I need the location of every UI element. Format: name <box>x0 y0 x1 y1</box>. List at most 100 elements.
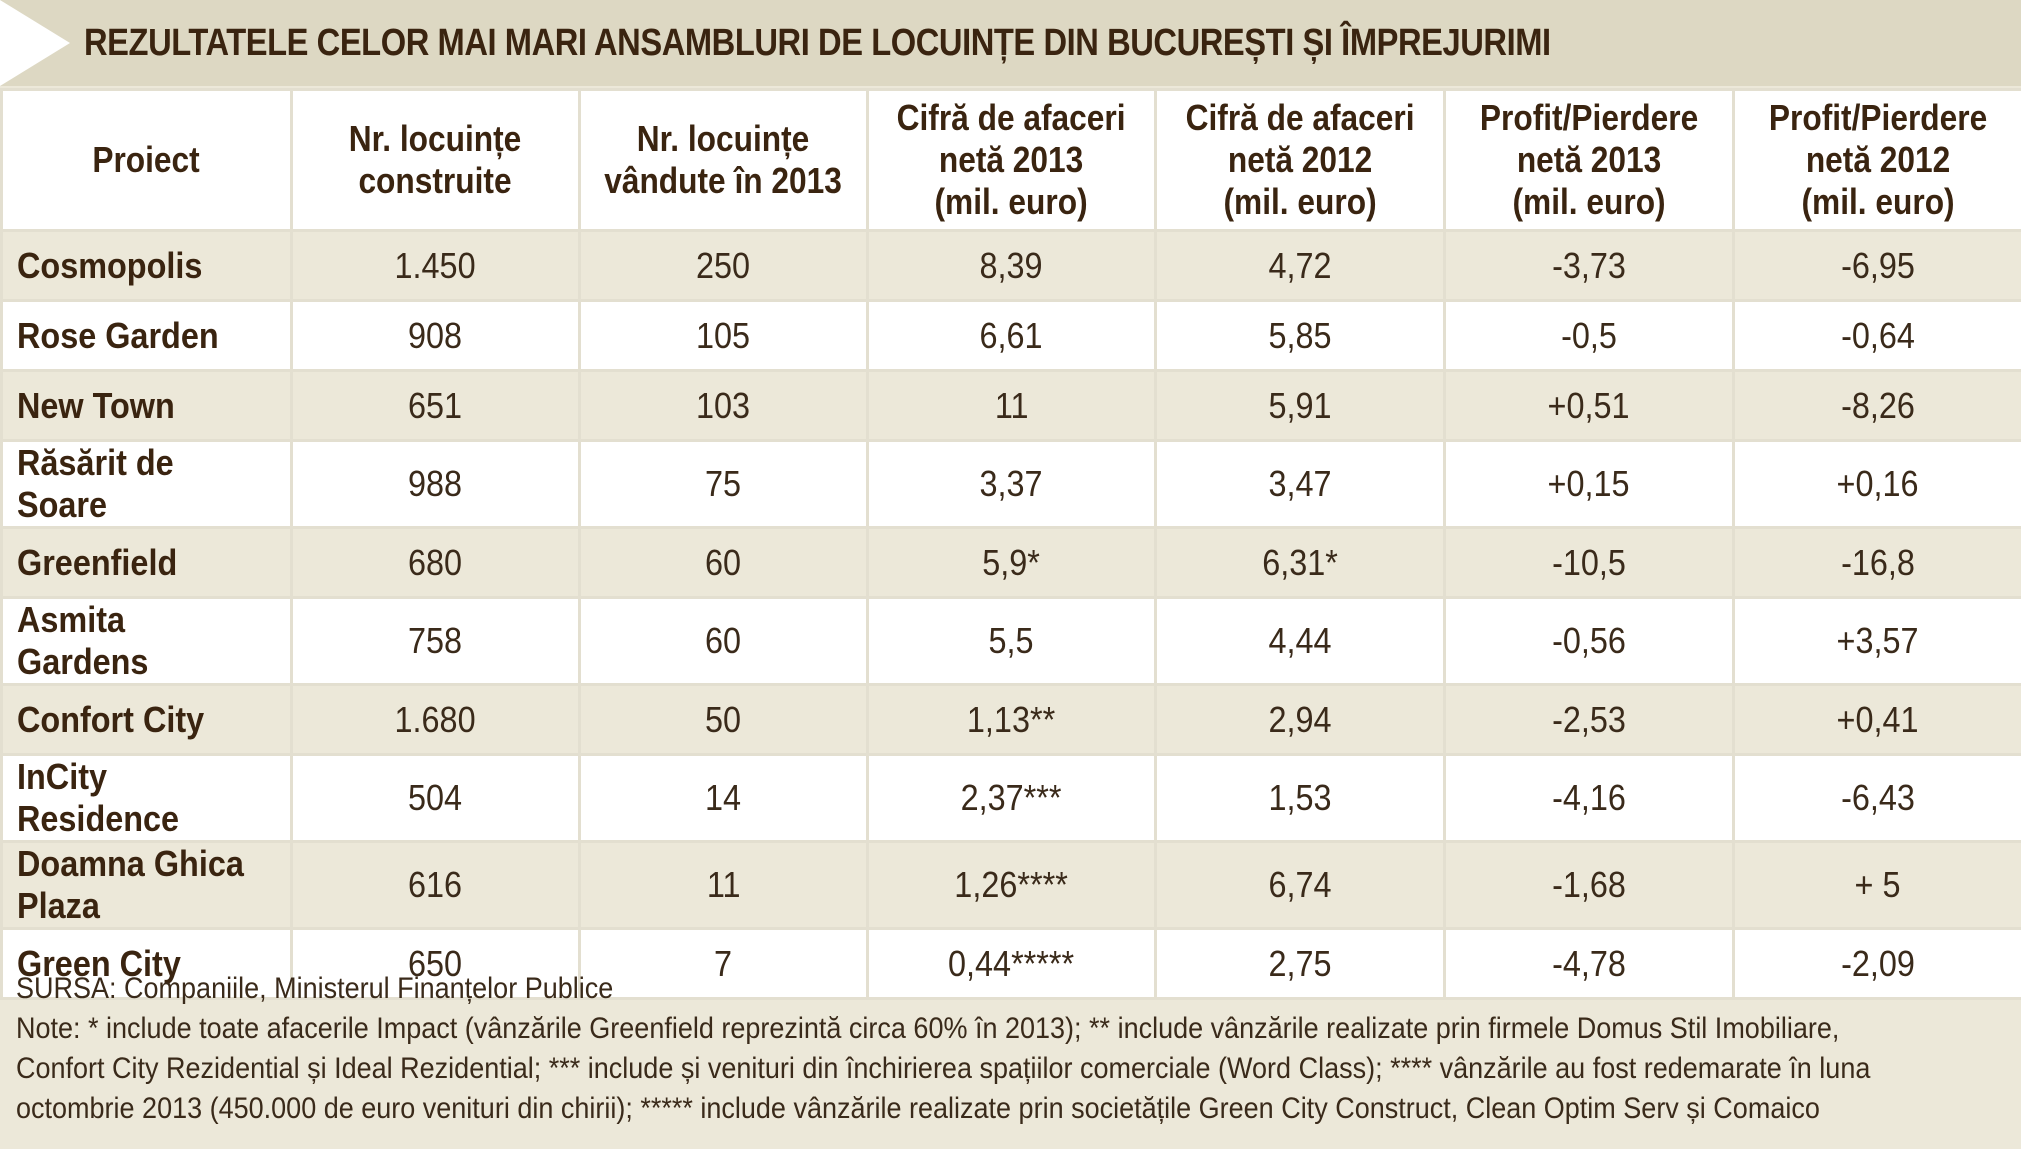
cell-value: 7 <box>714 942 733 984</box>
column-header-label: Nr. locuințe vândute în 2013 <box>605 118 843 202</box>
footer: SURSA: Companiile, Ministerul Finanțelor… <box>16 969 2006 1129</box>
cell-value: 1,53 <box>1268 777 1332 818</box>
cell-value: 2,94 <box>1268 698 1332 740</box>
cell-value: 2,75 <box>1268 942 1332 984</box>
value-cell: 650 <box>290 927 581 1000</box>
column-header-line: Cifră de afaceri <box>1185 97 1415 138</box>
column-header-line: netă 2013 <box>939 139 1084 180</box>
column-header-line: Profit/Pierdere <box>1768 97 1988 138</box>
column-header-label: Cifră de afaceri netă 2013 (mil. euro) <box>897 97 1126 223</box>
cell-value: 75 <box>705 463 742 504</box>
cell-value: -2,53 <box>1552 698 1626 740</box>
value-cell: -4,16 <box>1443 753 1735 843</box>
cell-value: 5,9* <box>982 541 1041 583</box>
column-header-line: Profit/Pierdere <box>1479 97 1699 138</box>
column-header-line: Cifră de afaceri <box>897 97 1126 138</box>
cell-value: 60 <box>705 541 742 583</box>
project-name: Răsărit de Soare <box>17 442 174 525</box>
cell-value: 3,47 <box>1268 463 1332 504</box>
project-name: Greenfield <box>17 541 178 583</box>
value-cell: -1,68 <box>1443 840 1735 930</box>
project-name: Asmita Gardens <box>17 599 149 682</box>
value-cell: -3,73 <box>1443 229 1735 302</box>
value-cell: 908 <box>290 299 581 372</box>
cell-value: 50 <box>705 698 742 740</box>
cell-value: +0,51 <box>1548 384 1630 426</box>
cell-value: -8,26 <box>1841 384 1915 426</box>
cell-value: 5,5 <box>988 620 1035 661</box>
value-cell: 5,9* <box>866 526 1157 599</box>
cell-value: 2,37*** <box>961 777 1062 818</box>
value-cell: -4,78 <box>1443 927 1735 1000</box>
cell-value: 1,13** <box>967 698 1056 740</box>
column-header-line: netă 2012 <box>1805 139 1951 180</box>
cell-value: 103 <box>696 384 751 426</box>
cell-value: 5,91 <box>1268 384 1332 426</box>
value-cell: 14 <box>578 753 869 843</box>
value-cell: 60 <box>578 596 869 686</box>
value-cell: 7 <box>578 927 869 1000</box>
cell-value: 616 <box>408 864 463 905</box>
project-name: New Town <box>17 384 175 426</box>
column-header-label: Nr. locuințe construite <box>349 118 522 202</box>
cell-value: 6,61 <box>979 314 1044 356</box>
value-cell: 11 <box>578 840 869 930</box>
value-cell: 504 <box>290 753 581 843</box>
value-cell: + 5 <box>1732 840 2021 930</box>
cell-value: -0,56 <box>1552 620 1626 661</box>
cell-value: 6,74 <box>1268 864 1332 905</box>
cell-value: + 5 <box>1855 864 1901 905</box>
value-cell: 1,53 <box>1154 753 1446 843</box>
value-cell: 4,44 <box>1154 596 1446 686</box>
page-title: REZULTATELE CELOR MAI MARI ANSAMBLURI DE… <box>84 22 1551 64</box>
cell-value: 0,44***** <box>948 942 1075 984</box>
cell-value: 6,31* <box>1262 541 1338 583</box>
value-cell: 988 <box>290 439 581 529</box>
project-name-cell: Doamna Ghica Plaza <box>0 840 293 930</box>
project-name-cell: Asmita Gardens <box>0 596 293 686</box>
value-cell: 1.450 <box>290 229 581 302</box>
cell-value: 105 <box>696 314 751 356</box>
column-header-3: Cifră de afaceri netă 2013 (mil. euro) <box>866 88 1157 232</box>
value-cell: 75 <box>578 439 869 529</box>
cell-value: +3,57 <box>1837 620 1919 661</box>
project-name: Rose Garden <box>17 314 219 356</box>
column-header-line: Nr. locuințe <box>637 118 810 159</box>
value-cell: 50 <box>578 683 869 756</box>
cell-value: 3,37 <box>979 463 1044 504</box>
cell-value: 651 <box>408 384 463 426</box>
value-cell: -6,95 <box>1732 229 2021 302</box>
column-header-line: netă 2012 <box>1227 139 1373 180</box>
column-header-label: Proiect <box>93 139 200 181</box>
value-cell: 5,85 <box>1154 299 1446 372</box>
note-line-3: octombrie 2013 (450.000 de euro venituri… <box>16 1092 1820 1125</box>
value-cell: 11 <box>866 369 1157 442</box>
cell-value: +0,41 <box>1837 698 1919 740</box>
cell-value: 14 <box>705 777 742 818</box>
cell-value: -0,64 <box>1841 314 1915 356</box>
results-table: Proiect Nr. locuințe construite Nr. locuinț… <box>0 88 2021 1000</box>
cell-value: 60 <box>705 620 742 661</box>
project-name: Confort City <box>17 698 205 740</box>
cell-value: 11 <box>706 864 741 905</box>
column-header-line: vândute în 2013 <box>604 160 843 201</box>
table-row: Greenfield 680 60 5,9* 6,31* -10,5 -16,8 <box>0 526 2021 599</box>
column-header-line: netă 2013 <box>1516 139 1662 180</box>
value-cell: -0,64 <box>1732 299 2021 372</box>
value-cell: 2,75 <box>1154 927 1446 1000</box>
table-row: Confort City 1.680 50 1,13** 2,94 -2,53 +0,41 <box>0 683 2021 756</box>
value-cell: +0,15 <box>1443 439 1735 529</box>
cell-value: 758 <box>408 620 463 661</box>
cell-value: 504 <box>408 777 463 818</box>
table-row: New Town 651 103 11 5,91 +0,51 -8,26 <box>0 369 2021 442</box>
value-cell: 0,44***** <box>866 927 1157 1000</box>
value-cell: 3,37 <box>866 439 1157 529</box>
table-row: Doamna Ghica Plaza 616 11 1,26**** 6,74 -1,68… <box>0 840 2021 930</box>
column-header-2: Nr. locuințe vândute în 2013 <box>578 88 869 232</box>
project-name-cell: New Town <box>0 369 293 442</box>
value-cell: 1,13** <box>866 683 1157 756</box>
column-header-line: (mil. euro) <box>934 181 1089 222</box>
project-name: Green City <box>17 942 181 984</box>
value-cell: -2,09 <box>1732 927 2021 1000</box>
